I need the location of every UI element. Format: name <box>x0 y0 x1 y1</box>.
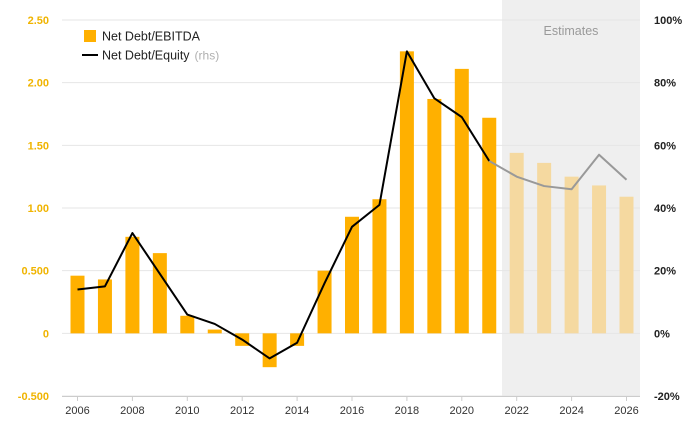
y-right-tick-label: 40% <box>654 203 676 215</box>
y-left-tick-label: 1.50 <box>28 140 49 152</box>
y-right-tick-label: 20% <box>654 266 676 278</box>
y-right-tick-label: -20% <box>654 391 680 403</box>
y-left-tick-label: 2.50 <box>28 15 49 27</box>
x-tick-label: 2014 <box>285 405 309 417</box>
bar-net-debt-ebitda-2010 <box>180 315 195 334</box>
line-net-debt-equity-estimate <box>488 153 628 191</box>
bar-net-debt-ebitda-2025 <box>592 185 607 334</box>
y-right-tick-label: 60% <box>654 140 676 152</box>
bar-net-debt-ebitda-2026 <box>619 196 634 334</box>
x-tick-label: 2010 <box>175 405 199 417</box>
y-right-tick-label: 0% <box>654 328 670 340</box>
bar-net-debt-ebitda-2014 <box>290 333 305 346</box>
estimates-label: Estimates <box>544 24 599 38</box>
bar-net-debt-ebitda-2017 <box>372 199 387 334</box>
bar-net-debt-ebitda-2015 <box>317 270 332 334</box>
legend: Net Debt/EBITDA Net Debt/Equity (rhs) <box>82 30 219 63</box>
line-net-debt-equity-actual <box>77 50 491 360</box>
x-tick-label: 2022 <box>504 405 528 417</box>
x-tick-label: 2012 <box>230 405 254 417</box>
y-left-tick-label: 0 <box>43 328 49 340</box>
bar-net-debt-ebitda-2007 <box>97 279 112 334</box>
y-left-tick-label: -0.500 <box>18 391 49 403</box>
y-left-tick-label: 2.00 <box>28 78 49 90</box>
bar-net-debt-ebitda-2023 <box>537 162 552 334</box>
bar-net-debt-ebitda-2009 <box>152 253 167 334</box>
line-series <box>77 50 628 360</box>
x-tick-label: 2006 <box>65 405 89 417</box>
bar-net-debt-ebitda-2013 <box>262 333 277 368</box>
x-tick-label: 2020 <box>450 405 474 417</box>
bar-net-debt-ebitda-2021 <box>482 117 497 334</box>
bar-net-debt-ebitda-2011 <box>207 329 222 334</box>
bar-net-debt-ebitda-2018 <box>399 51 414 334</box>
bar-net-debt-ebitda-2006 <box>70 275 85 334</box>
y-right-tick-label: 80% <box>654 78 676 90</box>
y-right-tick-label: 100% <box>654 15 682 27</box>
x-tick-label: 2016 <box>340 405 364 417</box>
x-tick-label: 2008 <box>120 405 144 417</box>
x-tick-label: 2024 <box>559 405 583 417</box>
bar-net-debt-ebitda-2008 <box>125 236 140 334</box>
legend-label-net-debt-ebitda: Net Debt/EBITDA <box>102 30 201 44</box>
bar-net-debt-ebitda-2024 <box>564 176 579 334</box>
y-left-tick-label: 1.00 <box>28 203 49 215</box>
bar-net-debt-ebitda-2022 <box>509 152 524 334</box>
bar-net-debt-ebitda-2016 <box>345 216 359 334</box>
bar-net-debt-ebitda-2020 <box>454 68 469 334</box>
x-tick-label: 2018 <box>395 405 419 417</box>
y-left-tick-label: 0.500 <box>21 266 49 278</box>
legend-swatch-net-debt-ebitda <box>84 30 96 42</box>
x-tick-label: 2026 <box>614 405 638 417</box>
axes: -0.500 0 0.500 1.00 1.50 2.00 2.50 -20% 0% 20% 40%… <box>18 15 683 417</box>
legend-label-net-debt-equity: Net Debt/Equity (rhs) <box>102 49 219 63</box>
bar-net-debt-ebitda-2019 <box>427 98 442 334</box>
